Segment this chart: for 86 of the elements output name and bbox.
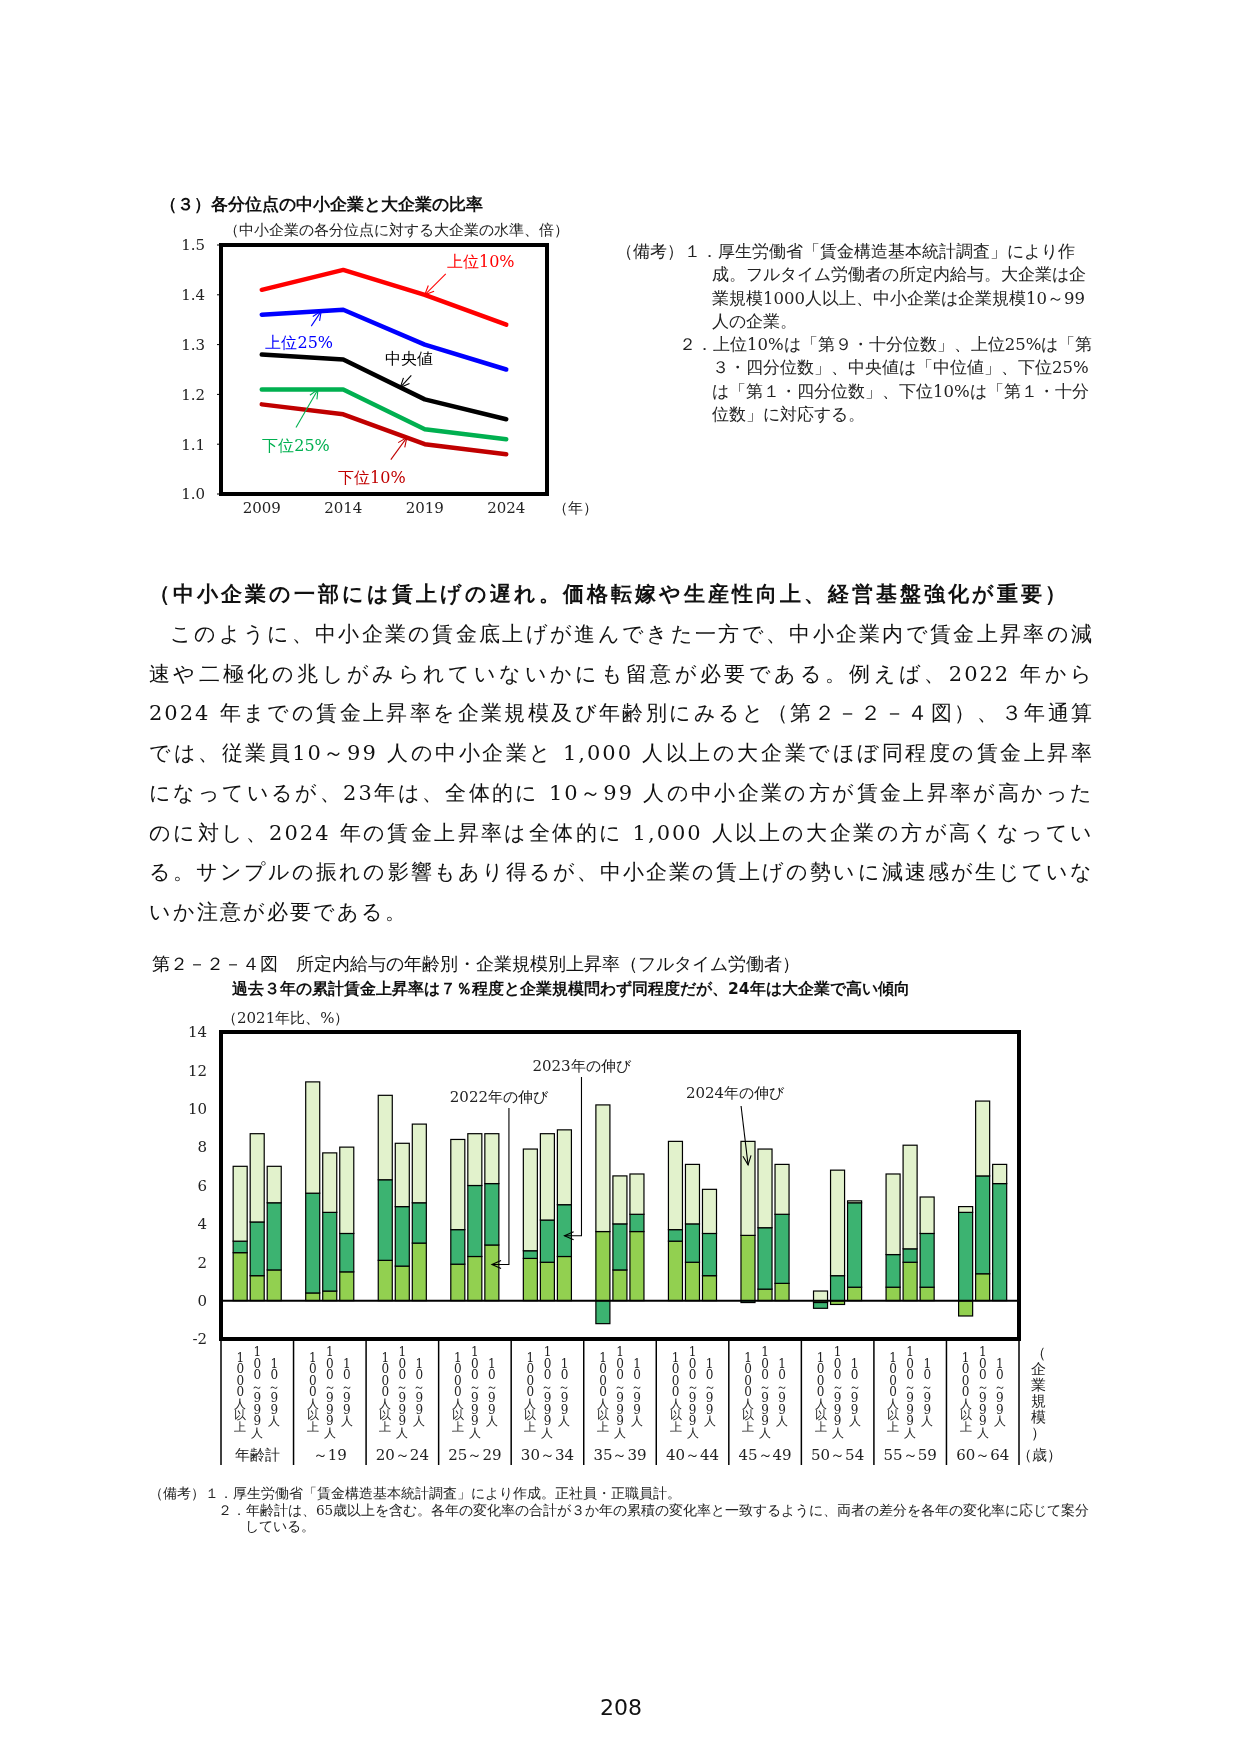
- text: 40～44: [665, 1446, 720, 1464]
- text: （備考）１．厚生労働省「賃金構造基本統計調査」により作成。フルタイム労働者の所定内給与。大企業は企業規模1000人以上、中小企業は企業規模10～99人の企業。: [616, 241, 1087, 333]
- y-tick-label: 2: [197, 1253, 207, 1272]
- x-tick-label: 1000人以上: [887, 1350, 900, 1434]
- y-axis-title: （中小企業の各分位点に対する大企業の水準、倍）: [224, 221, 569, 240]
- y-tick-label: 0: [197, 1291, 207, 1310]
- y-tick-label: 1.4: [181, 286, 205, 305]
- y-tick-label: 6: [197, 1176, 207, 1195]
- y-tick-label: -2: [192, 1330, 207, 1349]
- text: （歳）: [1016, 1446, 1062, 1464]
- text: （備考）１．厚生労働省「賃金構造基本統計調査」により作成。正社員・正職員計。: [149, 1485, 682, 1502]
- y-tick-label: 1.2: [181, 385, 205, 404]
- x-axis-title: （年）: [553, 499, 598, 518]
- x-tick-label: 10～99人: [558, 1356, 571, 1428]
- series-label: 中央値: [385, 348, 434, 368]
- legend-label: 上位25%: [265, 332, 334, 352]
- x-tick-label: 1000人以上: [814, 1350, 827, 1434]
- x-tick-label: 2014: [324, 498, 363, 517]
- text: 30～34: [520, 1446, 575, 1464]
- x-tick-label: 100～999人: [396, 1345, 409, 1440]
- x-tick-label: 1000人以上: [959, 1350, 972, 1434]
- text: 55～59: [883, 1446, 937, 1464]
- y-tick-label: 1.0: [181, 485, 205, 504]
- x-tick-label: 1000人以上: [379, 1350, 392, 1434]
- x-tick-label: 100～999人: [831, 1345, 844, 1440]
- chart-subtitle: 過去３年の累計賃金上昇率は７％程度と企業規模問わず同程度だが、24年は大企業で高い傾向: [232, 979, 910, 1000]
- x-tick-label: 1000人以上: [669, 1350, 682, 1434]
- y-tick-label: 8: [197, 1138, 207, 1157]
- text: 35～39: [593, 1446, 647, 1464]
- text: 45～49: [738, 1446, 792, 1464]
- x-tick-label: 100～999人: [251, 1345, 264, 1440]
- text: 年齢計: [234, 1446, 280, 1464]
- x-tick-label: 2009: [242, 498, 281, 517]
- x-tick-label: 100～999人: [904, 1345, 917, 1440]
- x-axis-title: （企業規模）: [1030, 1344, 1046, 1442]
- text: 50～54: [811, 1446, 865, 1464]
- x-tick-label: 100～999人: [323, 1345, 336, 1440]
- x-tick-label: 1000人以上: [742, 1350, 755, 1434]
- text: 20～24: [375, 1446, 429, 1464]
- x-tick-label: 10～99人: [268, 1356, 281, 1428]
- x-tick-label: 10～99人: [848, 1356, 861, 1428]
- series-label: 上位10%: [446, 252, 515, 272]
- text: 2022年の伸び: [449, 1088, 550, 1106]
- text: 208: [599, 1695, 643, 1720]
- x-tick-label: 10～99人: [413, 1356, 426, 1428]
- x-tick-label: 100～999人: [759, 1345, 772, 1440]
- x-tick-label: 10～99人: [776, 1356, 789, 1428]
- x-tick-label: 100～999人: [468, 1345, 481, 1440]
- text: ２．年齢計は、65歳以上を含む。各年の変化率の合計が３か年の累積の変化率と一致するように、両者の差分を各年の変化率に応じて案分している。: [217, 1501, 1091, 1535]
- y-tick-label: 1.5: [181, 236, 205, 255]
- text: 2024年の伸び: [685, 1084, 786, 1102]
- x-tick-label: 10～99人: [921, 1356, 934, 1428]
- y-tick-label: 12: [187, 1061, 207, 1080]
- x-tick-label: 100～999人: [541, 1345, 554, 1440]
- x-tick-label: 10～99人: [703, 1356, 716, 1428]
- x-tick-label: 100～999人: [614, 1345, 626, 1440]
- y-tick-label: 14: [187, 1023, 207, 1042]
- x-tick-label: 10～99人: [631, 1356, 644, 1428]
- x-tick-label: 100～999人: [686, 1345, 699, 1440]
- x-tick-label: 1000人以上: [596, 1350, 609, 1434]
- text: （中小企業の一部には賃上げの遅れ。価格転嫁や生産性向上、経営基盤強化が重要）: [149, 581, 1070, 608]
- legend-label: 下位25%: [262, 435, 330, 455]
- text: このように、中小企業の賃金底上げが進んできた一方で、中小企業内で賃金上昇率の減速や二極化の兆しがみられていないかにも留意が必要である。例えば、2022 年から 2024 年までの賃金上昇率を企業規模及び年齢別にみると（第２－２－４図）、３年通算では、従業員10～99 人の中小企業と 1,000 人以上の大企業でほぼ同程度の賃金上昇率になっているが、23年は、全体的に 10～99 人の中小企業の方が賃金上昇率が高かったのに対し、2024 年の賃金上昇率は全体的に 1,000 人以上の大企業の方が高くなっている。サンプルの振れの影響もあり得るが、中小企業の賃上げの勢いに減速感が生じていないか注意が必要である。: [149, 621, 1095, 926]
- text: 60～64: [956, 1446, 1010, 1464]
- x-tick-label: 1000人以上: [306, 1350, 319, 1434]
- x-tick-label: 2019: [405, 498, 444, 517]
- x-tick-label: 10～99人: [485, 1356, 498, 1428]
- text: ２．上位10%は「第９・十分位数」、上位25%は「第３・四分位数」、中央値は「中位値」、下位25%は「第１・四分位数」、下位10%は「第１・十分位数」に対応する。: [678, 334, 1093, 427]
- x-tick-label: 100～999人: [976, 1345, 989, 1440]
- y-tick-label: 1.1: [181, 435, 205, 454]
- x-tick-label: 1000人以上: [451, 1350, 464, 1434]
- legend-label: 下位10%: [338, 468, 406, 488]
- x-tick-label: 10～99人: [340, 1356, 353, 1428]
- y-tick-label: 1.3: [181, 335, 205, 354]
- y-tick-label: 4: [197, 1215, 207, 1234]
- y-tick-label: 10: [187, 1100, 207, 1119]
- text: 25～29: [448, 1446, 502, 1464]
- x-tick-label: 10～99人: [993, 1356, 1006, 1428]
- x-tick-label: 1000人以上: [524, 1350, 537, 1434]
- y-axis-title: （2021年比、%）: [222, 1009, 350, 1028]
- x-tick-label: 2024: [487, 498, 526, 517]
- x-tick-label: 1000人以上: [234, 1350, 247, 1434]
- chart-title: 第２－２－４図 所定内給与の年齢別・企業規模別上昇率（フルタイム労働者）: [152, 953, 800, 976]
- text: ～19: [312, 1446, 347, 1464]
- text: 2023年の伸び: [532, 1057, 632, 1075]
- chart-title: （３）各分位点の中小企業と大企業の比率: [160, 193, 483, 216]
